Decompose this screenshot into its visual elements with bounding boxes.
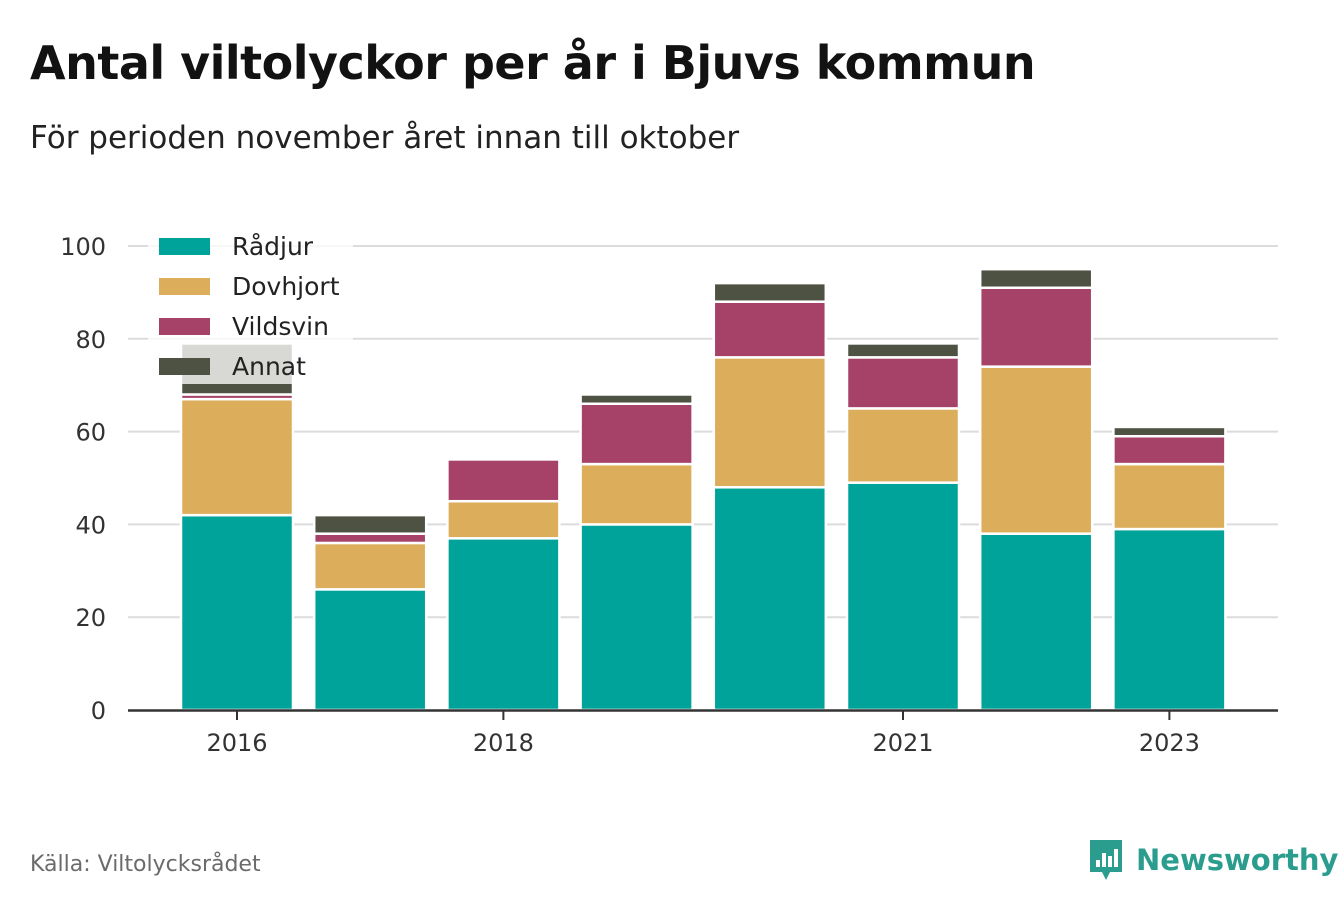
legend-swatch (159, 238, 210, 255)
bar-2017-series-2 (312, 532, 428, 545)
bar-2017-series-1 (312, 541, 428, 591)
bar-2019-series-1 (579, 462, 694, 526)
legend-swatch (159, 318, 210, 335)
bar-2022-series-0 (978, 532, 1094, 712)
y-tick-label: 80 (75, 326, 106, 354)
chart-title: Antal viltolyckor per år i Bjuvs kommun (30, 36, 1036, 90)
y-tick-label: 60 (75, 419, 106, 447)
bar-2023-series-3 (1112, 425, 1227, 438)
bar-2019-series-3 (579, 393, 694, 406)
y-tick-label: 100 (60, 233, 106, 261)
y-tick-label: 0 (91, 697, 106, 725)
bar-2017-series-3 (312, 513, 428, 535)
bar-2022-series-3 (978, 267, 1094, 290)
bar-2023-series-2 (1112, 434, 1227, 466)
bar-2019-series-2 (579, 402, 694, 466)
x-tick-label: 2016 (206, 729, 267, 757)
legend-label: Annat (232, 352, 306, 381)
source-note: Källa: Viltolycksrådet (30, 852, 261, 877)
brand: Newsworthy (1088, 838, 1338, 882)
bar-2016-series-0 (179, 513, 295, 712)
bar-2020-series-3 (712, 281, 828, 303)
chart-subtitle: För perioden november året innan till ok… (30, 120, 740, 156)
bar-2021-series-0 (845, 481, 961, 712)
bar-2020-series-0 (712, 486, 828, 712)
bar-2016-series-1 (179, 397, 295, 517)
y-tick-label: 20 (75, 604, 106, 632)
legend-swatch (159, 278, 210, 295)
legend-swatch (159, 358, 210, 375)
bar-2018-series-1 (446, 499, 561, 540)
brand-name: Newsworthy (1136, 843, 1339, 877)
x-tick-label: 2018 (473, 729, 534, 757)
x-tick-label: 2023 (1139, 729, 1200, 757)
x-axis: 2016 2018 2021 2023 (128, 709, 1278, 757)
bar-2023-series-1 (1112, 462, 1227, 531)
bar-2018-series-2 (446, 458, 561, 503)
legend-label: Dovhjort (232, 272, 340, 301)
y-tick-label: 40 (75, 511, 106, 539)
bar-2023-series-0 (1112, 527, 1227, 712)
bar-2017-series-0 (312, 588, 428, 712)
bar-2022-series-2 (978, 286, 1094, 368)
bar-2021-series-2 (845, 356, 961, 410)
legend-label: Rådjur (232, 232, 314, 261)
bar-2020-series-1 (712, 356, 828, 489)
legend-label: Vildsvin (232, 312, 329, 341)
newsworthy-logo-icon (1090, 840, 1122, 880)
bar-2022-series-1 (978, 365, 1094, 535)
legend: Rådjur Dovhjort Vildsvin Annat (148, 226, 353, 384)
x-tick-label: 2021 (872, 729, 933, 757)
bar-2018-series-0 (446, 537, 561, 712)
y-axis: 0 20 40 60 80 100 (60, 233, 106, 725)
bar-2019-series-0 (579, 523, 694, 712)
bar-2020-series-2 (712, 300, 828, 359)
bar-2021-series-3 (845, 342, 961, 359)
bar-2021-series-1 (845, 407, 961, 484)
